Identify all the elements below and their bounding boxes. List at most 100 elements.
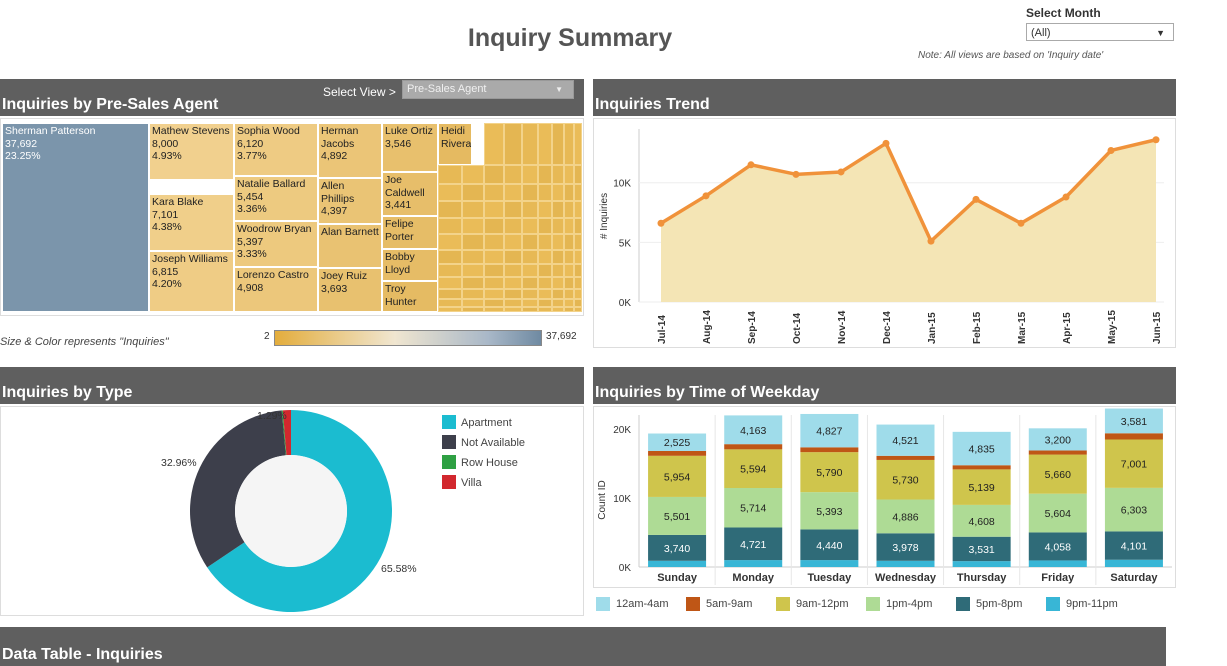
treemap-small-cell[interactable] (552, 234, 564, 250)
treemap-small-cell[interactable] (438, 264, 462, 277)
treemap-small-cell[interactable] (552, 264, 564, 277)
treemap-small-cell[interactable] (504, 289, 522, 299)
treemap-small-cell[interactable] (462, 289, 484, 299)
treemap-small-cell[interactable] (564, 289, 574, 299)
treemap-small-cell[interactable] (504, 165, 522, 184)
treemap-small-cell[interactable] (504, 123, 522, 165)
treemap-small-cell[interactable] (484, 218, 504, 234)
treemap-small-cell[interactable] (574, 299, 582, 307)
treemap-small-cell[interactable] (564, 123, 574, 165)
treemap-cell[interactable]: Herman Jacobs 4,892 (318, 123, 382, 178)
treemap-small-cell[interactable] (438, 218, 462, 234)
treemap-small-cell[interactable] (522, 218, 538, 234)
treemap-cell[interactable]: Allen Phillips 4,397 (318, 178, 382, 224)
treemap-cell[interactable]: Luke Ortiz 3,546 (382, 123, 438, 172)
treemap-small-cell[interactable] (552, 307, 564, 312)
treemap-small-cell[interactable] (538, 184, 552, 201)
treemap-small-cell[interactable] (462, 307, 484, 312)
treemap-cell[interactable]: Troy Hunter (382, 281, 438, 312)
treemap-small-cell[interactable] (522, 277, 538, 289)
treemap-small-cell[interactable] (538, 277, 552, 289)
treemap-small-cell[interactable] (438, 307, 462, 312)
treemap-small-cell[interactable] (538, 234, 552, 250)
treemap-small-cell[interactable] (504, 277, 522, 289)
treemap-small-cell[interactable] (504, 218, 522, 234)
month-select[interactable]: (All) ▼ (1026, 23, 1174, 41)
treemap-small-cell[interactable] (438, 299, 462, 307)
treemap-small-cell[interactable] (522, 307, 538, 312)
treemap-small-cell[interactable] (462, 201, 484, 218)
treemap-small-cell[interactable] (504, 264, 522, 277)
treemap-small-cell[interactable] (522, 234, 538, 250)
treemap-small-cell[interactable] (504, 250, 522, 264)
treemap-small-cell[interactable] (522, 165, 538, 184)
treemap-small-cell[interactable] (538, 264, 552, 277)
treemap-small-cell[interactable] (552, 250, 564, 264)
treemap-small-cell[interactable] (522, 250, 538, 264)
treemap-small-cell[interactable] (522, 201, 538, 218)
treemap-small-cell[interactable] (462, 250, 484, 264)
treemap-small-cell[interactable] (504, 307, 522, 312)
treemap-small-cell[interactable] (462, 184, 484, 201)
treemap-cell[interactable]: Sophia Wood 6,120 3.77% (234, 123, 318, 176)
treemap-small-cell[interactable] (438, 165, 462, 184)
treemap-small-cell[interactable] (438, 250, 462, 264)
treemap-small-cell[interactable] (564, 307, 574, 312)
treemap-small-cell[interactable] (538, 289, 552, 299)
treemap-small-cell[interactable] (504, 201, 522, 218)
treemap-cell[interactable]: Alan Barnett (318, 224, 382, 268)
treemap-small-cell[interactable] (564, 299, 574, 307)
treemap-small-cell[interactable] (552, 201, 564, 218)
treemap-small-cell[interactable] (484, 165, 504, 184)
treemap-small-cell[interactable] (438, 234, 462, 250)
treemap-small-cell[interactable] (522, 289, 538, 299)
treemap-small-cell[interactable] (484, 277, 504, 289)
treemap-small-cell[interactable] (574, 184, 582, 201)
treemap-cell[interactable]: Bobby Lloyd (382, 249, 438, 281)
treemap-small-cell[interactable] (564, 184, 574, 201)
treemap-small-cell[interactable] (484, 234, 504, 250)
treemap-small-cell[interactable] (538, 218, 552, 234)
treemap-small-cell[interactable] (538, 165, 552, 184)
treemap-small-cell[interactable] (538, 250, 552, 264)
treemap-cell[interactable]: Joseph Williams 6,815 4.20% (149, 251, 234, 312)
treemap-small-cell[interactable] (462, 234, 484, 250)
treemap-cell[interactable]: Lorenzo Castro 4,908 (234, 267, 318, 312)
treemap-small-cell[interactable] (538, 299, 552, 307)
select-view-dropdown[interactable]: Pre-Sales Agent ▼ (402, 80, 574, 99)
treemap-cell[interactable]: Heidi Rivera (438, 123, 472, 165)
treemap-small-cell[interactable] (552, 218, 564, 234)
treemap-small-cell[interactable] (574, 307, 582, 312)
treemap-small-cell[interactable] (484, 299, 504, 307)
treemap-small-cell[interactable] (564, 234, 574, 250)
treemap-small-cell[interactable] (574, 277, 582, 289)
treemap-small-cell[interactable] (574, 264, 582, 277)
treemap-small-cell[interactable] (564, 277, 574, 289)
treemap-small-cell[interactable] (538, 123, 552, 165)
treemap-small-cell[interactable] (574, 201, 582, 218)
treemap-cell[interactable]: Natalie Ballard 5,454 3.36% (234, 176, 318, 221)
treemap-small-cell[interactable] (438, 289, 462, 299)
treemap-small-cell[interactable] (552, 184, 564, 201)
treemap-cell[interactable]: Felipe Porter (382, 216, 438, 249)
treemap-small-cell[interactable] (504, 184, 522, 201)
treemap-small-cell[interactable] (522, 299, 538, 307)
treemap-small-cell[interactable] (504, 234, 522, 250)
treemap-small-cell[interactable] (574, 234, 582, 250)
treemap-small-cell[interactable] (484, 123, 504, 165)
treemap-small-cell[interactable] (462, 264, 484, 277)
treemap-small-cell[interactable] (522, 264, 538, 277)
treemap-small-cell[interactable] (552, 165, 564, 184)
treemap-small-cell[interactable] (484, 307, 504, 312)
treemap-small-cell[interactable] (552, 299, 564, 307)
treemap-small-cell[interactable] (484, 289, 504, 299)
treemap-cell[interactable]: Woodrow Bryan 5,397 3.33% (234, 221, 318, 267)
treemap-small-cell[interactable] (552, 123, 564, 165)
treemap-small-cell[interactable] (564, 218, 574, 234)
treemap-small-cell[interactable] (484, 264, 504, 277)
treemap-small-cell[interactable] (484, 184, 504, 201)
treemap-cell[interactable]: Joe Caldwell 3,441 (382, 172, 438, 216)
treemap-small-cell[interactable] (484, 250, 504, 264)
treemap-cell[interactable]: Sherman Patterson 37,692 23.25% (2, 123, 149, 312)
treemap-small-cell[interactable] (462, 218, 484, 234)
